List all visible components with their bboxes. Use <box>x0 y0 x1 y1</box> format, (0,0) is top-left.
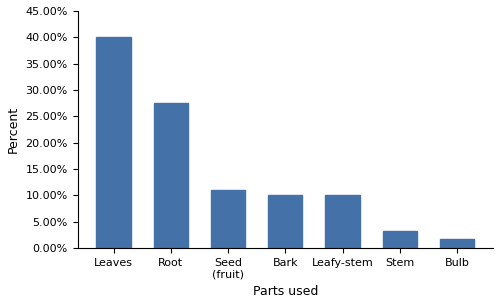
Y-axis label: Percent: Percent <box>7 106 20 153</box>
Bar <box>326 196 360 248</box>
Bar <box>154 103 188 248</box>
Bar <box>96 37 131 248</box>
Bar <box>268 196 302 248</box>
Bar <box>440 239 474 248</box>
Bar <box>382 231 417 248</box>
X-axis label: Parts used: Parts used <box>252 285 318 298</box>
Bar <box>211 190 246 248</box>
